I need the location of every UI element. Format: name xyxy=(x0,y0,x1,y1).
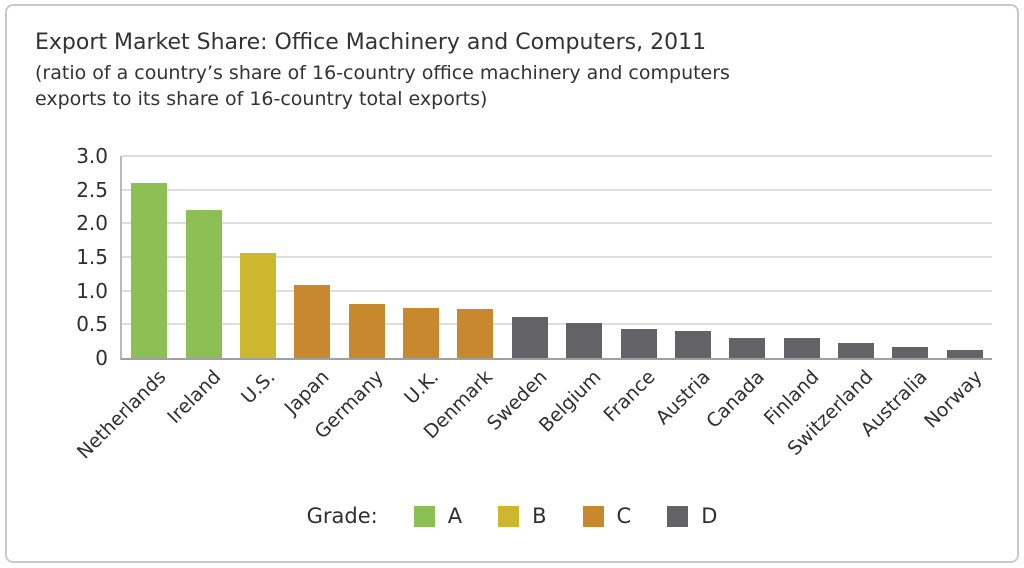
gridline-1.0 xyxy=(122,289,992,292)
bar-norway xyxy=(946,349,983,358)
legend-item-label-a: A xyxy=(447,504,463,528)
y-axis-tick-2.5: 2.5 xyxy=(76,177,108,202)
legend-item-label-c: C xyxy=(616,504,632,528)
gridline-2.5 xyxy=(122,188,992,191)
x-axis-label-canada: Canada xyxy=(702,366,769,433)
legend-item-label-b: B xyxy=(532,504,547,528)
legend-item-c: C xyxy=(582,504,632,528)
bar-sweden xyxy=(511,316,548,358)
legend-item-d: D xyxy=(667,504,717,528)
bar-canada xyxy=(729,337,766,358)
legend-item-a: A xyxy=(413,504,463,528)
bar-belgium xyxy=(566,323,603,358)
gridline-2.0 xyxy=(122,222,992,225)
legend-item-label-d: D xyxy=(701,504,718,528)
bar-switzerland xyxy=(838,343,875,358)
legend-label: Grade: xyxy=(306,504,378,528)
bar-finland xyxy=(783,338,820,358)
legend-swatch-a xyxy=(413,505,435,527)
bar-japan xyxy=(294,285,331,358)
gridline-1.5 xyxy=(122,256,992,258)
x-axis-label-france: France xyxy=(599,366,661,427)
bar-netherlands xyxy=(131,182,168,358)
bar-denmark xyxy=(457,308,494,358)
y-axis-tick-2.0: 2.0 xyxy=(76,211,108,236)
bar-germany xyxy=(348,304,385,358)
bar-france xyxy=(620,329,657,358)
bar-u-k xyxy=(403,307,440,358)
x-axis-label-netherlands: Netherlands xyxy=(73,366,171,464)
x-axis-label-norway: Norway xyxy=(919,366,987,433)
bar-austria xyxy=(674,331,711,358)
y-axis-tick-1.5: 1.5 xyxy=(76,245,108,269)
chart-subtitle-line-1: (ratio of a country’s share of 16-countr… xyxy=(35,62,730,84)
x-axis-label-u-s: U.S. xyxy=(237,366,280,409)
plot-area: 3.0 2.5 2.0 1.5 1.0 0.5 0 Netherlands Ireland U.S… xyxy=(73,144,992,463)
gridline-0.5 xyxy=(122,323,992,326)
y-axis-tick-0.5: 0.5 xyxy=(76,312,108,337)
y-axis-tick-3.0: 3.0 xyxy=(76,144,108,168)
legend-item-b: B xyxy=(498,504,547,528)
legend: Grade: A B C D xyxy=(0,504,1024,528)
chart-subtitle-line-2: exports to its share of 16-country total… xyxy=(35,88,488,110)
y-axis-tick-0: 0 xyxy=(95,346,108,370)
gridline-3.0 xyxy=(122,155,992,157)
chart-title: Export Market Share: Office Machinery an… xyxy=(35,30,707,55)
legend-swatch-d xyxy=(667,505,689,527)
x-axis-label-u-k: U.K. xyxy=(399,366,443,409)
bar-u-s xyxy=(239,252,276,358)
bar-ireland xyxy=(185,209,222,358)
bar-australia xyxy=(892,346,929,358)
legend-swatch-c xyxy=(582,505,604,527)
x-axis-label-ireland: Ireland xyxy=(163,366,226,429)
legend-swatch-b xyxy=(498,505,520,527)
y-axis-tick-1.0: 1.0 xyxy=(76,278,108,303)
